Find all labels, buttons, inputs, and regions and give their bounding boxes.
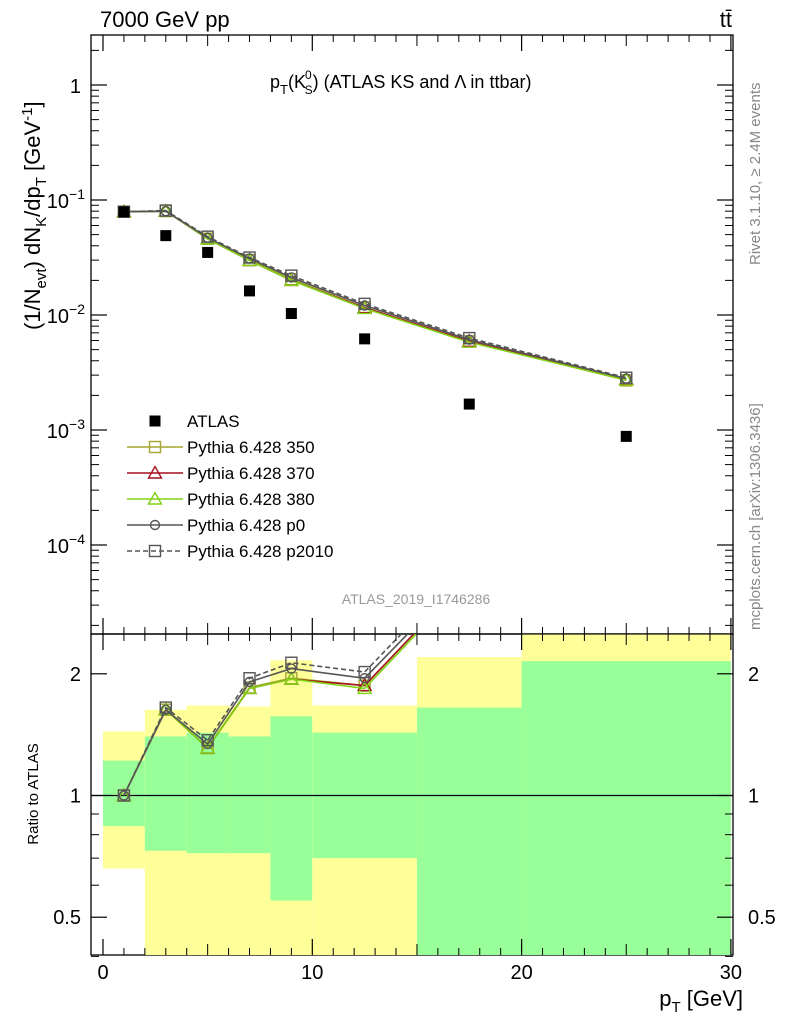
main-series-4-marker-1 [159, 204, 172, 217]
energy-label: 7000 GeV pp [100, 7, 230, 32]
main-series-2-marker-4 [283, 272, 300, 287]
main-y-axis-label: (1/Nevt) dNK/dpT [GeV-1] [19, 101, 50, 330]
mcplots-label: mcplots.cern.ch [arXiv:1306.3436] [747, 403, 764, 630]
ratio-series-3-marker-3 [244, 676, 255, 688]
atlas-point-0 [118, 206, 130, 218]
main-series-4-marker-5 [358, 297, 371, 311]
ratio-y-axis-label: Ratio to ATLAS [25, 743, 42, 844]
ratio-series-1-marker-7 [620, 589, 633, 601]
x-tick-label-2: 20 [510, 962, 532, 984]
main-series-4-marker-7 [620, 371, 633, 384]
main-series-lines [116, 203, 634, 387]
analysis-id: ATLAS_2019_I1746286 [342, 591, 491, 607]
process-label: tt̄ [720, 7, 732, 32]
inner-band-1 [144, 736, 187, 851]
inner-band-7 [521, 661, 731, 955]
atlas-point-7 [620, 430, 632, 442]
ratio-series-4-marker-5 [358, 665, 371, 679]
legend-marker-3 [149, 519, 161, 531]
ratio-y-tick-label-1: 1 [70, 786, 81, 808]
main-y-tick-label-0: 1 [70, 76, 81, 98]
ratio-series-3-marker-6 [465, 566, 474, 575]
inner-band-0 [103, 760, 145, 827]
ratio-y-tick-label-right-2: 2 [748, 664, 759, 686]
ratio-series-3-line [123, 634, 409, 796]
legend-label-atlas: ATLAS [187, 412, 240, 431]
ratio-series-4-marker-7 [621, 584, 632, 595]
main-series-1-line [123, 210, 627, 381]
main-series-2-marker-5 [356, 300, 373, 315]
main-y-tick-label-1: 10−1 [47, 186, 85, 213]
ratio-series-lines [116, 558, 633, 802]
legend-label-2: Pythia 6.428 380 [187, 490, 315, 509]
ratio-series-4-marker-1 [159, 701, 172, 714]
ratio-series-1-marker-6 [463, 569, 476, 581]
main-series-3-line [123, 210, 627, 380]
legend-marker-0 [148, 440, 162, 454]
main-series-2-marker-6 [461, 334, 477, 348]
main-y-tick-label-4: 10−4 [47, 531, 85, 558]
atlas-point-2 [202, 246, 214, 258]
main-series-4-marker-6 [463, 331, 476, 345]
atlas-point-3 [244, 285, 256, 297]
x-tick-label-3: 30 [720, 962, 742, 984]
x-tick-label-0: 0 [97, 962, 108, 984]
legend-label-4: Pythia 6.428 p2010 [187, 542, 334, 561]
ratio-series-2-marker-6 [463, 572, 476, 584]
main-series-4-marker-2 [201, 230, 214, 243]
main-series-4-marker-4 [285, 269, 298, 282]
ratio-series-2-marker-5 [356, 680, 373, 695]
ratio-series-2-marker-7 [620, 591, 633, 603]
ratio-series-4-marker-3 [243, 672, 256, 685]
legend-label-3: Pythia 6.428 p0 [187, 516, 305, 535]
axes: 110−110−210−310−40.5 0.51 12 20 10 20 30 [47, 35, 776, 984]
main-y-tick-label-2: 10−2 [47, 301, 85, 328]
legend-marker-2 [147, 491, 163, 505]
ratio-y-tick-label-2: 2 [70, 664, 81, 686]
main-y-tick-label-3: 10−3 [47, 416, 85, 443]
legend-label-1: Pythia 6.428 370 [187, 464, 315, 483]
ratio-uncertainty-bands [91, 634, 733, 955]
ratio-series-4-line [123, 634, 403, 796]
ratio-series-3-marker-0 [118, 790, 130, 801]
ratio-y-tick-label-0: 0.5 [53, 907, 81, 929]
main-series-2-marker-2 [199, 230, 216, 245]
plot-title: pT(K0 S) (ATLAS KS and Λ in ttbar) [270, 68, 531, 97]
legend-label-0: Pythia 6.428 350 [187, 438, 315, 457]
main-series-4-line [123, 209, 627, 379]
atlas-point-4 [285, 308, 297, 320]
main-series-0-line [123, 210, 627, 382]
inner-band-3 [228, 736, 271, 854]
rivet-label: Rivet 3.1.10, ≥ 2.4M events [747, 83, 764, 266]
main-series-2-line [123, 210, 627, 381]
ratio-series-4-marker-2 [201, 734, 214, 747]
ratio-series-4-marker-4 [285, 656, 298, 669]
legend-marker-atlas [149, 415, 161, 427]
legend: ATLAS Pythia 6.428 350 Pythia 6.428 370 Pyt… [127, 412, 334, 561]
atlas-point-1 [160, 230, 172, 242]
main-series-2-marker-7 [618, 372, 634, 386]
ratio-series-4-marker-6 [464, 558, 475, 569]
ratio-y-tick-label-right-0: 0.5 [748, 907, 776, 929]
ratio-series-4-marker-0 [117, 789, 131, 802]
ratio-series-0-marker-6 [464, 570, 475, 581]
legend-marker-4 [148, 544, 162, 558]
ratio-y-tick-label-right-1: 1 [748, 786, 759, 808]
inner-band-2 [186, 732, 229, 854]
ratio-series-3-marker-2 [202, 738, 213, 750]
atlas-point-6 [463, 398, 475, 410]
main-series-4-marker-3 [243, 251, 256, 264]
ratio-series-3-marker-7 [622, 588, 631, 597]
legend-marker-1 [147, 465, 163, 479]
x-axis-label: pT [GeV] [659, 986, 743, 1016]
x-tick-label-1: 10 [301, 962, 323, 984]
inner-band-6 [416, 707, 522, 955]
ratio-series-0-marker-7 [621, 593, 632, 604]
ratio-series-2-marker-4 [283, 671, 300, 685]
atlas-point-5 [359, 333, 371, 345]
inner-band-4 [270, 716, 313, 901]
atlas-data-points [118, 206, 632, 442]
ratio-series-3-marker-1 [160, 704, 171, 715]
